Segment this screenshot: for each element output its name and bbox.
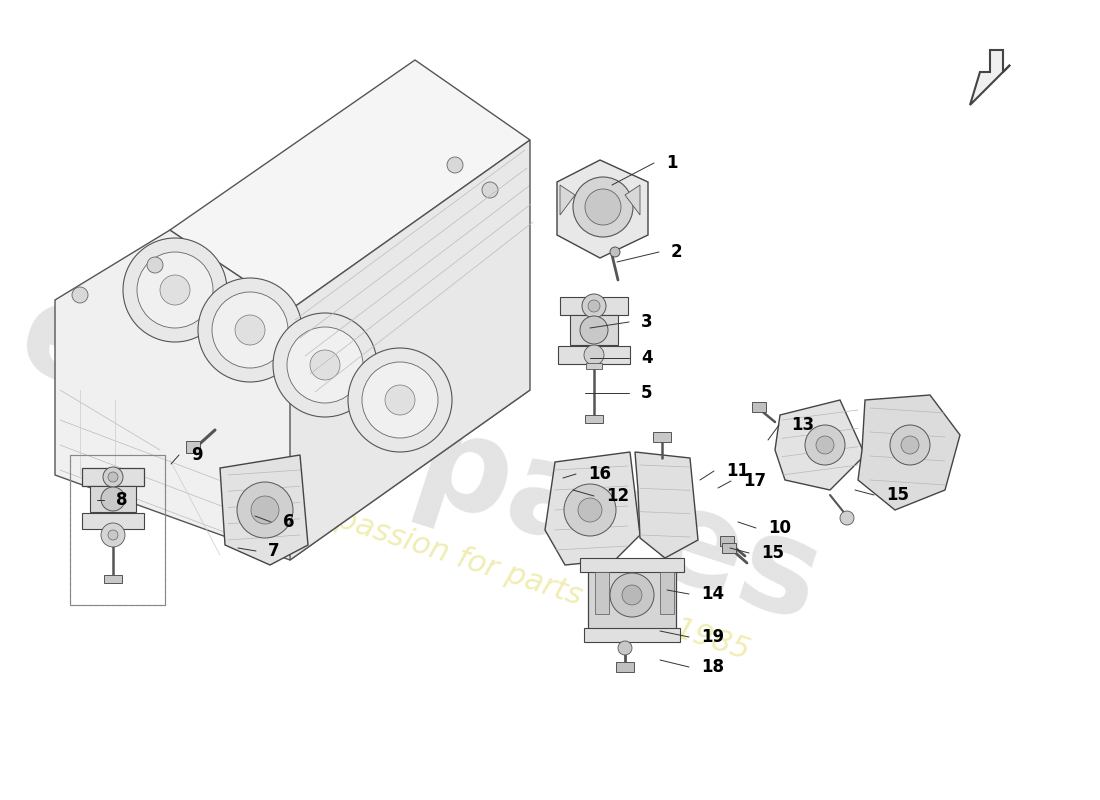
Circle shape — [580, 316, 608, 344]
Text: 5: 5 — [641, 384, 652, 402]
Text: 15: 15 — [886, 486, 909, 504]
Circle shape — [805, 425, 845, 465]
Circle shape — [235, 315, 265, 345]
Circle shape — [564, 484, 616, 536]
Circle shape — [890, 425, 930, 465]
Text: 2: 2 — [671, 243, 683, 261]
Text: 7: 7 — [268, 542, 279, 560]
Circle shape — [108, 472, 118, 482]
Polygon shape — [776, 400, 865, 490]
Circle shape — [72, 287, 88, 303]
Text: 18: 18 — [701, 658, 724, 676]
Bar — [90, 486, 136, 512]
Circle shape — [123, 238, 227, 342]
Text: 8: 8 — [116, 491, 128, 509]
Circle shape — [573, 177, 632, 237]
Bar — [558, 346, 630, 364]
Bar — [104, 575, 122, 583]
Bar — [653, 432, 671, 442]
Polygon shape — [970, 50, 1010, 105]
Bar — [752, 402, 766, 412]
Polygon shape — [544, 452, 640, 565]
Circle shape — [447, 157, 463, 173]
Circle shape — [482, 182, 498, 198]
Circle shape — [816, 436, 834, 454]
Circle shape — [585, 189, 622, 225]
Bar — [722, 543, 736, 553]
Text: eurospares: eurospares — [3, 270, 836, 650]
Circle shape — [901, 436, 918, 454]
Circle shape — [236, 482, 293, 538]
Polygon shape — [55, 230, 530, 560]
Bar — [660, 572, 674, 614]
Text: 9: 9 — [191, 446, 202, 464]
Polygon shape — [625, 185, 640, 215]
Circle shape — [618, 641, 632, 655]
Circle shape — [287, 327, 363, 403]
Bar — [70, 455, 165, 605]
Text: 10: 10 — [768, 519, 791, 537]
Text: a passion for parts since 1985: a passion for parts since 1985 — [306, 495, 754, 665]
Circle shape — [584, 345, 604, 365]
Bar — [720, 536, 734, 546]
Text: 1: 1 — [666, 154, 678, 172]
Text: 12: 12 — [606, 487, 629, 505]
Polygon shape — [220, 455, 308, 565]
Bar — [588, 565, 676, 630]
Bar — [570, 315, 618, 345]
Circle shape — [212, 292, 288, 368]
Text: 4: 4 — [641, 349, 652, 367]
Polygon shape — [170, 60, 530, 310]
Text: 17: 17 — [742, 472, 766, 490]
Text: 16: 16 — [588, 465, 610, 483]
Polygon shape — [635, 452, 698, 558]
Circle shape — [610, 247, 620, 257]
Circle shape — [251, 496, 279, 524]
Circle shape — [362, 362, 438, 438]
Circle shape — [578, 498, 602, 522]
Bar — [70, 455, 165, 605]
Circle shape — [101, 523, 125, 547]
Bar — [186, 441, 200, 453]
Polygon shape — [290, 140, 530, 560]
Circle shape — [840, 511, 854, 525]
Circle shape — [147, 257, 163, 273]
Circle shape — [273, 313, 377, 417]
Bar — [560, 297, 628, 315]
Text: 6: 6 — [283, 513, 295, 531]
Circle shape — [610, 573, 654, 617]
Text: 11: 11 — [726, 462, 749, 480]
Bar — [82, 468, 144, 486]
Polygon shape — [557, 160, 648, 258]
Circle shape — [621, 585, 642, 605]
Polygon shape — [858, 395, 960, 510]
Bar — [585, 415, 603, 423]
Circle shape — [582, 294, 606, 318]
Polygon shape — [560, 185, 575, 215]
Circle shape — [310, 350, 340, 380]
Bar — [580, 558, 684, 572]
Circle shape — [138, 252, 213, 328]
Circle shape — [103, 467, 123, 487]
Circle shape — [108, 530, 118, 540]
Circle shape — [348, 348, 452, 452]
Bar — [584, 628, 680, 642]
Text: 13: 13 — [791, 416, 814, 434]
Bar — [616, 662, 634, 672]
Text: 15: 15 — [761, 544, 784, 562]
Bar — [595, 572, 609, 614]
Text: 14: 14 — [701, 585, 724, 603]
Bar — [82, 513, 144, 529]
Circle shape — [101, 487, 125, 511]
Text: 3: 3 — [641, 313, 652, 331]
Bar — [586, 363, 602, 369]
Circle shape — [198, 278, 302, 382]
Circle shape — [160, 275, 190, 305]
Circle shape — [588, 300, 600, 312]
Circle shape — [385, 385, 415, 415]
Text: 19: 19 — [701, 628, 724, 646]
